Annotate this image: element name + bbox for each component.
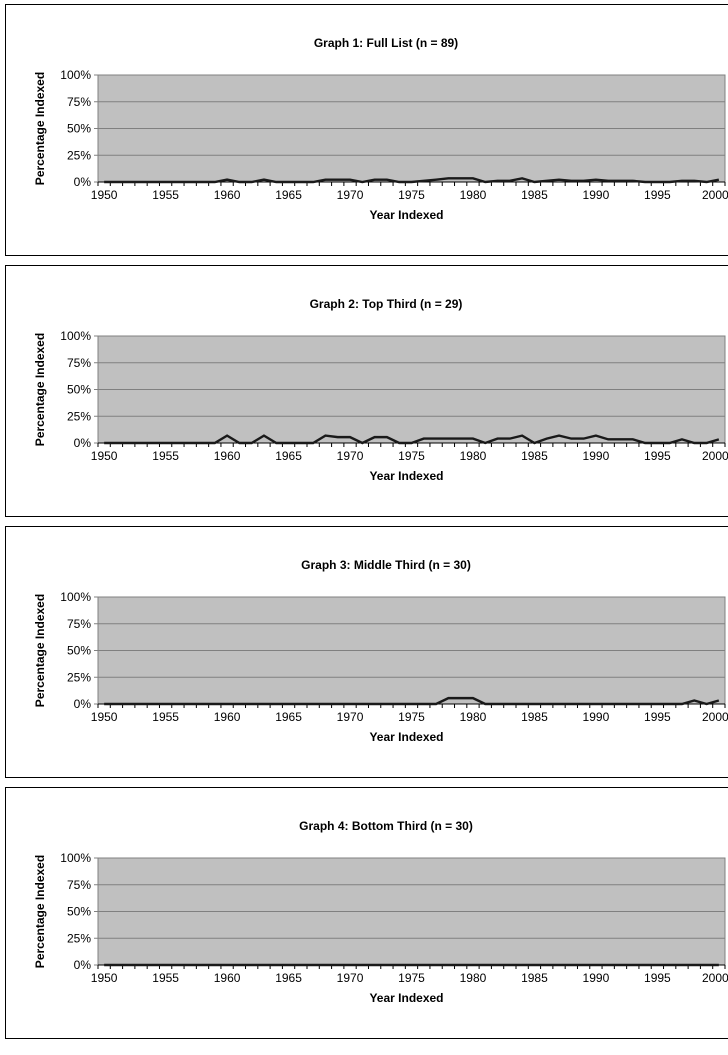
y-tick-label: 100% xyxy=(60,851,91,865)
chart-title: Graph 1: Full List (n = 89) xyxy=(314,36,458,50)
chart-panel-1: Graph 1: Full List (n = 89) 100% 75% 50% 25%… xyxy=(5,4,728,256)
x-tick-label: 1990 xyxy=(583,710,610,724)
x-tick-label: 1970 xyxy=(337,710,364,724)
x-tick-label: 1960 xyxy=(214,449,241,463)
x-tick-label: 1995 xyxy=(644,449,671,463)
x-axis-title: Year Indexed xyxy=(369,991,443,1005)
x-tick-label: 1975 xyxy=(398,971,425,985)
x-tick-label: 2000+ xyxy=(702,188,728,202)
chart-panel-2: Graph 2: Top Third (n = 29) 100% 75% 50% 25%… xyxy=(5,265,728,517)
chart-svg-1: Graph 1: Full List (n = 89) 100% 75% 50% 25%… xyxy=(6,5,728,257)
y-axis-title: Percentage Indexed xyxy=(33,333,47,446)
chart-svg-3: Graph 3: Middle Third (n = 30) 100% 75% 50%… xyxy=(6,527,728,779)
chart-panel-3: Graph 3: Middle Third (n = 30) 100% 75% 50%… xyxy=(5,526,728,778)
y-tick-label: 25% xyxy=(67,148,91,162)
y-axis-title: Percentage Indexed xyxy=(33,594,47,707)
y-axis-title: Percentage Indexed xyxy=(33,855,47,968)
y-tick-label: 0% xyxy=(74,697,92,711)
x-tick-label: 1970 xyxy=(337,449,364,463)
x-tick-label: 1980 xyxy=(460,449,487,463)
x-tick-label: 1950 xyxy=(91,971,118,985)
chart-svg-4: Graph 4: Bottom Third (n = 30) 100% 75% 50%… xyxy=(6,788,728,1040)
x-tick-label: 1975 xyxy=(398,188,425,202)
x-tick-label: 1960 xyxy=(214,188,241,202)
x-tick-label: 1965 xyxy=(275,449,302,463)
y-tick-label: 0% xyxy=(74,958,92,972)
y-axis-title: Percentage Indexed xyxy=(33,72,47,185)
x-tick-label: 1965 xyxy=(275,710,302,724)
y-tick-label: 100% xyxy=(60,590,91,604)
x-tick-label: 1985 xyxy=(521,188,548,202)
x-tick-label: 1990 xyxy=(583,449,610,463)
x-tick-label: 1985 xyxy=(521,971,548,985)
x-tick-label: 1965 xyxy=(275,188,302,202)
y-tick-label: 0% xyxy=(74,436,92,450)
y-tick-label: 50% xyxy=(67,905,91,919)
x-tick-label: 1960 xyxy=(214,971,241,985)
chart-title: Graph 4: Bottom Third (n = 30) xyxy=(299,819,473,833)
x-tick-label: 2000+ xyxy=(702,449,728,463)
x-tick-label: 1970 xyxy=(337,188,364,202)
y-tick-label: 75% xyxy=(67,95,91,109)
y-tick-label: 25% xyxy=(67,931,91,945)
x-tick-label: 1980 xyxy=(460,710,487,724)
y-tick-label: 50% xyxy=(67,122,91,136)
x-tick-label: 1950 xyxy=(91,188,118,202)
x-tick-label: 1985 xyxy=(521,710,548,724)
y-tick-label: 75% xyxy=(67,356,91,370)
x-tick-label: 1990 xyxy=(583,188,610,202)
y-tick-label: 75% xyxy=(67,878,91,892)
x-tick-label: 1975 xyxy=(398,710,425,724)
chart-panel-4: Graph 4: Bottom Third (n = 30) 100% 75% 50%… xyxy=(5,787,728,1039)
x-tick-label: 1950 xyxy=(91,710,118,724)
x-tick-label: 1980 xyxy=(460,971,487,985)
x-tick-label: 1955 xyxy=(152,971,179,985)
chart-title: Graph 2: Top Third (n = 29) xyxy=(310,297,463,311)
y-tick-label: 100% xyxy=(60,68,91,82)
x-tick-label: 1995 xyxy=(644,971,671,985)
x-tick-label: 1965 xyxy=(275,971,302,985)
x-tick-label: 2000+ xyxy=(702,710,728,724)
y-tick-label: 0% xyxy=(74,175,92,189)
chart-title: Graph 3: Middle Third (n = 30) xyxy=(301,558,471,572)
x-tick-label: 1990 xyxy=(583,971,610,985)
x-tick-label: 1960 xyxy=(214,710,241,724)
y-tick-label: 50% xyxy=(67,383,91,397)
x-tick-label: 1975 xyxy=(398,449,425,463)
x-tick-label: 1955 xyxy=(152,188,179,202)
x-tick-label: 1985 xyxy=(521,449,548,463)
x-tick-label: 1995 xyxy=(644,710,671,724)
x-tick-label: 1955 xyxy=(152,449,179,463)
y-tick-label: 75% xyxy=(67,617,91,631)
y-tick-label: 50% xyxy=(67,644,91,658)
x-axis-title: Year Indexed xyxy=(369,730,443,744)
y-tick-label: 25% xyxy=(67,409,91,423)
y-tick-label: 100% xyxy=(60,329,91,343)
x-tick-label: 2000+ xyxy=(702,971,728,985)
x-tick-label: 1970 xyxy=(337,971,364,985)
x-tick-label: 1995 xyxy=(644,188,671,202)
x-axis-title: Year Indexed xyxy=(369,469,443,483)
x-tick-label: 1950 xyxy=(91,449,118,463)
x-tick-label: 1955 xyxy=(152,710,179,724)
y-tick-label: 25% xyxy=(67,670,91,684)
x-axis-title: Year Indexed xyxy=(369,208,443,222)
chart-svg-2: Graph 2: Top Third (n = 29) 100% 75% 50% 25%… xyxy=(6,266,728,518)
x-tick-label: 1980 xyxy=(460,188,487,202)
